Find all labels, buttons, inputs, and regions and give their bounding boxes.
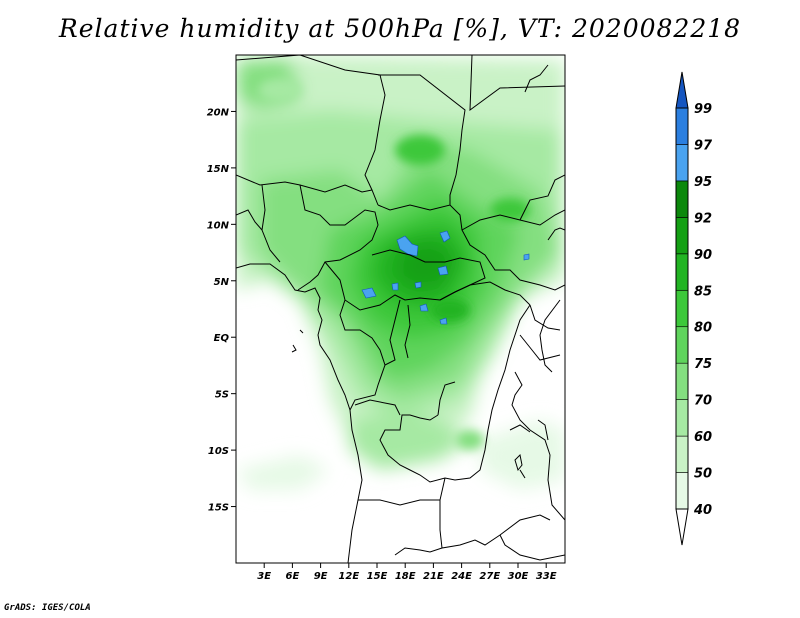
colorbar-level-label: 50: [694, 467, 712, 482]
lat-tick-label: 5N: [214, 277, 230, 288]
lat-tick-label: 5S: [215, 390, 229, 401]
humidity-shading: [236, 55, 565, 563]
colorbar-swatch: [675, 253, 689, 291]
lat-tick-label: 10N: [207, 220, 230, 231]
lon-tick-label: 3E: [257, 571, 271, 582]
colorbar-level-label: 80: [694, 321, 712, 336]
lat-tick-label: 10S: [208, 446, 229, 457]
colorbar-level-label: 90: [694, 248, 712, 263]
colorbar-level-label: 97: [694, 138, 713, 153]
colorbar-swatch: [675, 144, 689, 182]
latitude-axis: 20N 15N 10N 5N EQ 5S 10S 15S: [207, 107, 236, 514]
colorbar-level-label: 95: [694, 175, 712, 190]
lon-tick-label: 18E: [395, 571, 416, 582]
footer-credit: GrADS: IGES/COLA: [4, 603, 91, 613]
lon-tick-label: 21E: [423, 571, 444, 582]
colorbar-swatch: [675, 180, 689, 218]
lon-tick-label: 27E: [479, 571, 500, 582]
country-borders: [236, 55, 565, 563]
lon-tick-label: 33E: [536, 571, 557, 582]
lon-tick-label: 30E: [508, 571, 529, 582]
colorbar-level-label: 40: [693, 503, 712, 518]
colorbar-level-label: 85: [694, 284, 712, 299]
lon-tick-label: 24E: [451, 571, 472, 582]
colorbar-level-label: 99: [694, 102, 712, 117]
colorbar-swatch: [675, 435, 689, 473]
colorbar-level-label: 70: [694, 394, 712, 409]
colorbar-outline: [675, 107, 689, 510]
colorbar: 40 50 60 70 75 80 85 90 92 95 97 99: [675, 71, 713, 546]
lon-tick-label: 9E: [314, 571, 328, 582]
longitude-axis: 3E 6E 9E 12E 15E 18E 21E 24E 27E 30E 33E: [257, 563, 557, 582]
colorbar-swatch: [675, 399, 689, 437]
map-frame: [235, 54, 566, 564]
colorbar-swatch: [675, 217, 689, 255]
lat-tick-label: 15S: [208, 503, 229, 514]
lat-tick-label: 20N: [207, 107, 230, 118]
lon-tick-label: 12E: [338, 571, 359, 582]
colorbar-level-label: 75: [694, 357, 712, 372]
colorbar-level-label: 92: [694, 211, 712, 226]
chart-title: Relative humidity at 500hPa [%], VT: 202…: [58, 14, 742, 43]
colorbar-min-triangle: [675, 508, 689, 546]
lat-tick-label: EQ: [214, 333, 230, 344]
colorbar-swatch: [675, 107, 689, 145]
colorbar-swatch: [675, 362, 689, 400]
colorbar-swatch: [675, 326, 689, 364]
lon-tick-label: 6E: [286, 571, 300, 582]
colorbar-level-label: 60: [694, 430, 712, 445]
colorbar-max-triangle: [675, 71, 689, 109]
lat-tick-label: 15N: [207, 164, 230, 175]
colorbar-swatch: [675, 289, 689, 328]
lon-tick-label: 15E: [367, 571, 388, 582]
colorbar-swatch: [675, 472, 689, 510]
